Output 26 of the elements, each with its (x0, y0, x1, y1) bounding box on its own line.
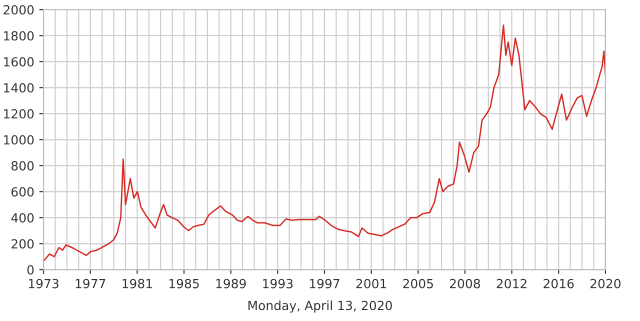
x-tick-label: 1989 (216, 278, 246, 288)
x-tick-label: 1997 (310, 278, 340, 288)
y-tick-label: 1400 (4, 83, 34, 93)
x-tick-label: 2016 (544, 278, 574, 288)
line-series (44, 24, 606, 262)
x-tick-label: 2020 (590, 278, 621, 288)
y-tick-label: 1800 (4, 31, 34, 41)
y-tick-label: 1000 (4, 135, 34, 145)
x-tick-label: 1985 (169, 278, 199, 288)
text: Monday, April 13, 2020 (248, 300, 392, 313)
x-tick-label: 2008 (450, 278, 480, 288)
x-tick-label: 1993 (263, 278, 293, 288)
y-tick-label: 400 (11, 213, 34, 223)
x-tick-label: 2012 (496, 278, 526, 288)
x-tick-label: 2005 (403, 278, 433, 288)
y-tick-label: 600 (12, 187, 34, 197)
y-tick-label: 0 (27, 265, 34, 275)
x-tick-label: 1981 (122, 278, 152, 288)
x-tick-label: 2001 (356, 278, 386, 288)
y-tick-label: 800 (11, 161, 34, 171)
y-tick-label: 1200 (4, 109, 34, 119)
x-tick-label: 1977 (76, 278, 106, 288)
x-tick-label: 1973 (28, 278, 58, 288)
y-tick-label: 1600 (4, 57, 34, 67)
y-tick-label: 2000 (4, 5, 34, 15)
y-tick-label: 200 (12, 239, 34, 249)
